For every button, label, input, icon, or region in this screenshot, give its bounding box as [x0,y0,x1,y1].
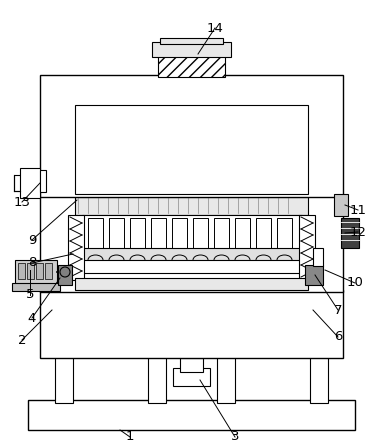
Bar [40,195,343,292]
Bar [75,197,308,215]
Bar [193,218,208,260]
Text: 11: 11 [350,203,367,217]
Bar [40,290,343,358]
Circle shape [60,267,70,277]
Text: 3: 3 [231,431,239,444]
Bar [75,105,308,194]
Text: 4: 4 [28,312,36,325]
Bar [313,248,323,266]
Bar [299,215,315,280]
Bar [75,248,308,260]
Bar [334,194,348,216]
Bar [341,218,359,248]
Bar [12,283,60,291]
Bar [305,265,323,285]
Bar [75,278,308,290]
Text: 6: 6 [334,330,342,344]
Bar [158,55,225,77]
Bar [151,218,166,260]
Bar [172,218,187,260]
Text: 10: 10 [347,277,363,289]
Bar [173,368,210,386]
Text: 13: 13 [13,195,31,209]
Bar [152,42,231,57]
Bar [27,263,34,279]
Text: 7: 7 [334,304,342,317]
Text: 8: 8 [28,257,36,270]
Bar [28,400,355,430]
Bar [40,75,343,197]
Bar [15,260,57,285]
Bar [55,355,73,403]
Bar [277,218,292,260]
Bar [148,355,166,403]
Bar [180,358,203,372]
Bar [20,168,40,198]
Bar [58,265,72,285]
Bar [130,218,145,260]
Bar [18,263,25,279]
Bar [68,215,84,280]
Bar [235,218,250,260]
Bar [36,263,43,279]
Text: 5: 5 [26,289,34,301]
Bar [217,355,235,403]
Bar [109,218,124,260]
Text: 14: 14 [206,21,223,35]
Text: 1: 1 [126,431,134,444]
Text: 12: 12 [350,226,367,238]
Bar [160,38,223,44]
Bar [82,215,302,273]
Text: 2: 2 [18,333,26,346]
Bar [256,218,271,260]
Text: 9: 9 [28,234,36,246]
Bar [45,263,52,279]
Bar [310,355,328,403]
Bar [14,175,42,191]
Bar [40,170,46,192]
Bar [88,218,103,260]
Bar [214,218,229,260]
